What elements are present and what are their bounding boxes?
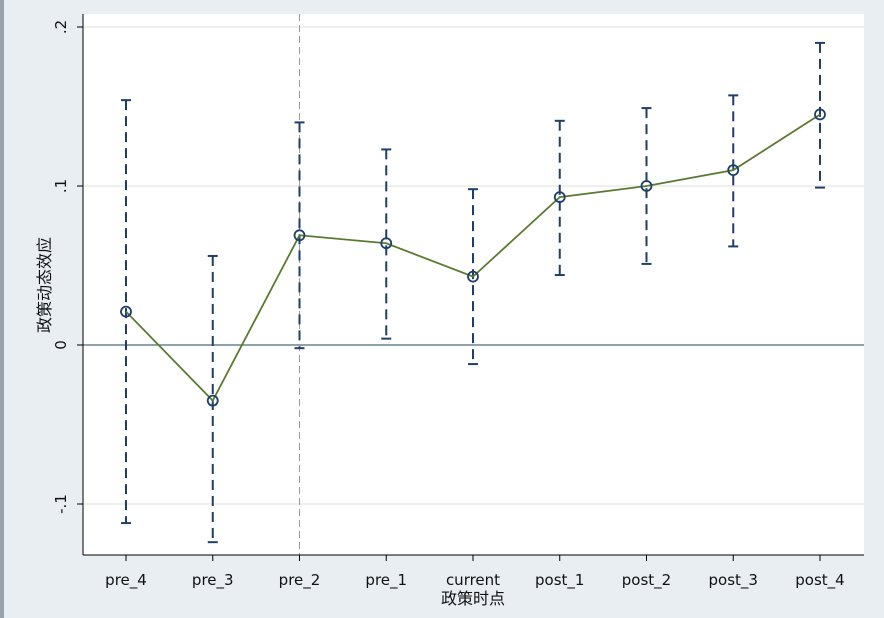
series-points xyxy=(120,108,826,407)
x-tick-label: post_2 xyxy=(622,571,671,590)
x-tick-label: current xyxy=(446,571,500,589)
x-ticks: pre_4 pre_3 pre_2 pre_1 current post_1 post_2 p… xyxy=(105,555,845,590)
plot-area xyxy=(83,14,864,555)
data-point xyxy=(120,305,132,318)
window-left-edge xyxy=(0,0,4,618)
y-tick-label: -.1 xyxy=(52,494,70,514)
x-tick-label: pre_4 xyxy=(105,571,147,590)
x-tick-label: pre_3 xyxy=(192,571,234,590)
x-tick-label: post_1 xyxy=(535,571,584,590)
y-axis-title: 政策动态效应 xyxy=(35,237,54,333)
x-tick-label: pre_2 xyxy=(279,571,321,590)
data-point xyxy=(553,191,566,204)
y-ticks: -.1 0 .1 .2 xyxy=(52,20,83,514)
data-point xyxy=(727,164,740,177)
y-tick-label: .1 xyxy=(52,179,70,193)
x-tick-label: pre_1 xyxy=(365,571,407,590)
data-point xyxy=(814,108,826,121)
x-axis-title: 政策时点 xyxy=(441,589,505,608)
data-point xyxy=(206,394,219,407)
data-point xyxy=(640,180,653,192)
data-point xyxy=(380,237,393,250)
y-tick-label: 0 xyxy=(52,340,70,350)
data-point xyxy=(467,270,479,283)
data-point xyxy=(293,229,306,242)
y-tick-label: .2 xyxy=(52,20,70,34)
series-line xyxy=(125,113,821,403)
x-tick-label: post_3 xyxy=(709,571,758,590)
x-tick-label: post_4 xyxy=(795,571,844,590)
